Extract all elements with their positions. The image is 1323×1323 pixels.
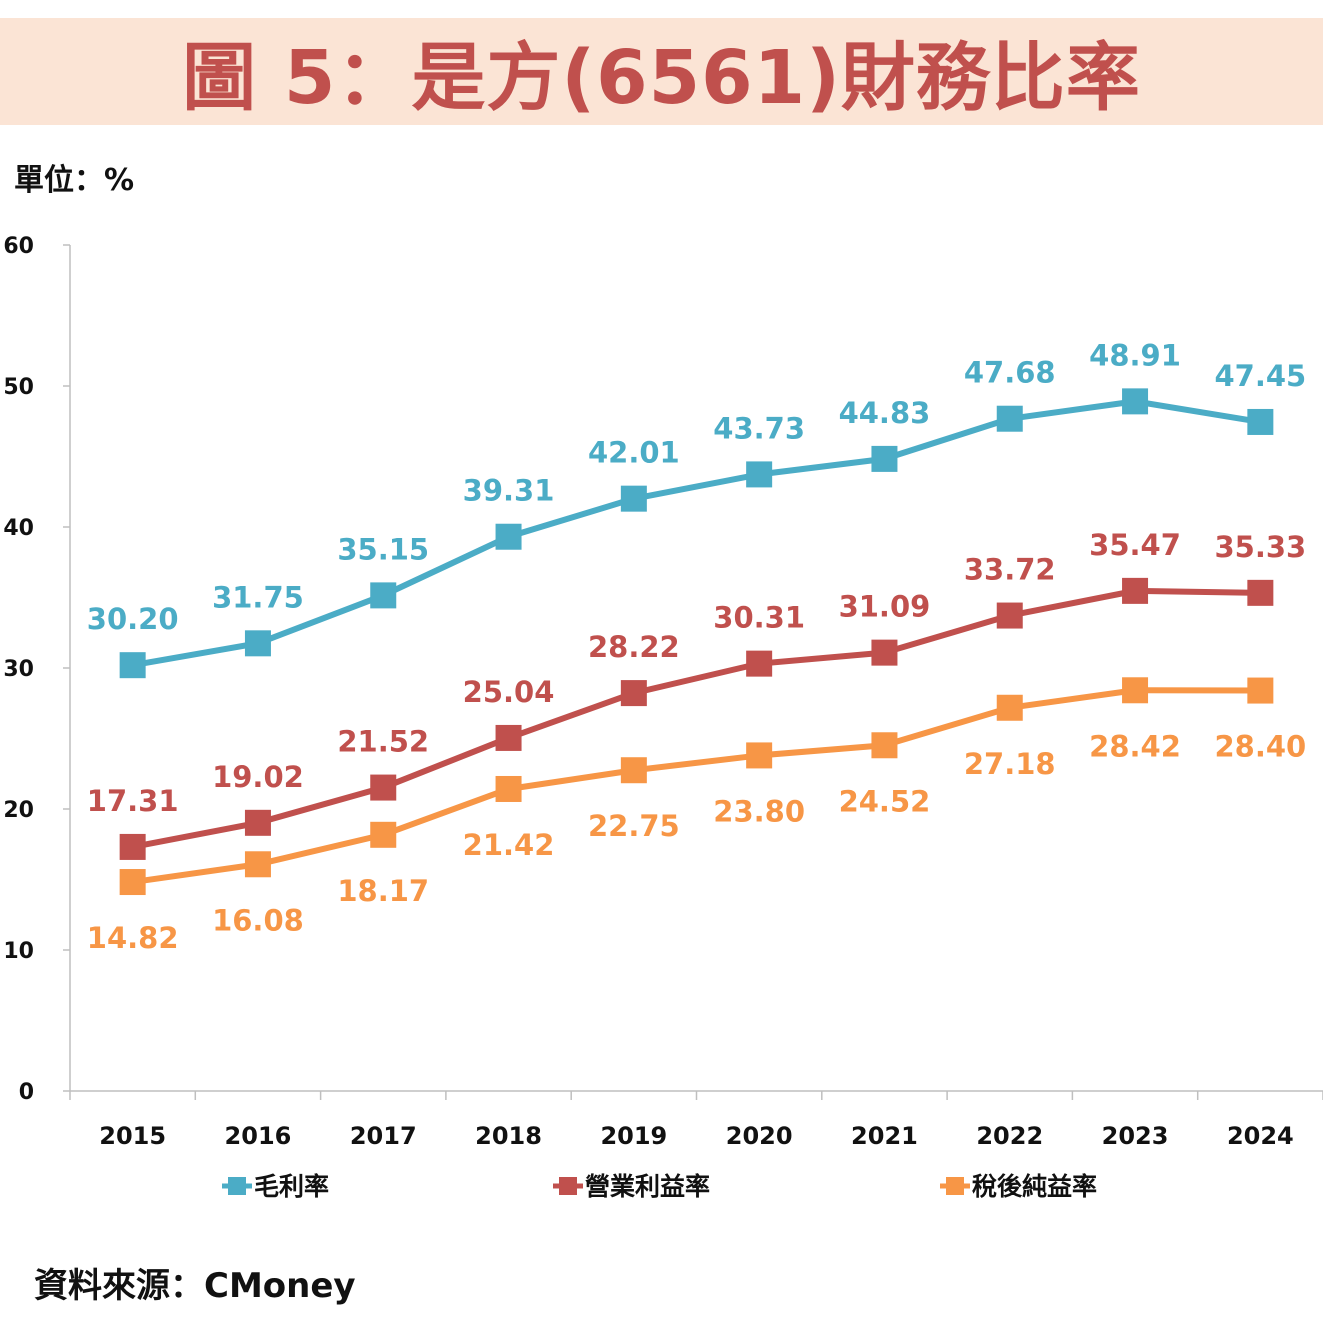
- data-label: 35.15: [337, 532, 429, 566]
- y-tick-label: 40: [3, 516, 34, 541]
- x-tick-label: 2018: [475, 1122, 542, 1150]
- data-point: [1122, 388, 1149, 415]
- data-label: 23.80: [713, 794, 805, 828]
- source-note: 資料來源：CMoney: [34, 1266, 356, 1306]
- y-tick-label: 50: [3, 375, 34, 400]
- data-point: [871, 732, 898, 759]
- data-point: [495, 775, 522, 802]
- data-point: [746, 742, 773, 769]
- series-line-0: [132, 398, 1261, 669]
- data-label: 22.75: [588, 809, 680, 843]
- data-point: [119, 833, 146, 860]
- data-label: 47.45: [1214, 359, 1306, 393]
- data-label: 43.73: [713, 411, 805, 445]
- data-point: [996, 405, 1023, 432]
- data-label: 31.09: [839, 590, 931, 624]
- chart-title: 圖 5：是方(6561)財務比率: [182, 35, 1141, 121]
- data-label: 28.40: [1214, 730, 1306, 764]
- data-point: [370, 582, 397, 609]
- y-tick-label: 0: [19, 1080, 34, 1105]
- data-label: 31.75: [212, 580, 304, 614]
- data-label: 28.42: [1089, 729, 1181, 763]
- y-tick-label: 20: [3, 798, 34, 823]
- data-point: [1247, 677, 1274, 704]
- x-tick-label: 2021: [851, 1122, 918, 1150]
- series-line-2: [132, 687, 1261, 886]
- data-label: 30.20: [87, 602, 179, 636]
- data-label: 21.42: [463, 828, 555, 862]
- data-point: [1122, 677, 1149, 704]
- data-label: 18.17: [337, 874, 429, 908]
- data-point: [495, 724, 522, 751]
- data-point: [495, 523, 522, 550]
- data-label: 39.31: [463, 474, 555, 508]
- title-banner: 圖 5：是方(6561)財務比率: [0, 18, 1323, 125]
- data-point: [370, 774, 397, 801]
- data-point: [370, 821, 397, 848]
- x-tick-label: 2020: [726, 1122, 793, 1150]
- y-tick-label: 60: [3, 234, 34, 259]
- x-tick-label: 2024: [1227, 1122, 1294, 1150]
- data-label: 17.31: [87, 784, 179, 818]
- data-point: [1122, 577, 1149, 604]
- x-tick-label: 2016: [225, 1122, 292, 1150]
- data-point: [244, 851, 271, 878]
- data-point: [871, 639, 898, 666]
- data-label: 30.31: [713, 601, 805, 635]
- series-line-1: [132, 587, 1261, 850]
- data-point: [119, 869, 146, 896]
- data-point: [996, 602, 1023, 629]
- legend-label: 毛利率: [254, 1172, 329, 1201]
- data-point: [1247, 579, 1274, 606]
- data-point: [871, 445, 898, 472]
- legend-marker: [228, 1177, 246, 1195]
- data-label: 44.83: [839, 396, 931, 430]
- x-tick-label: 2023: [1102, 1122, 1169, 1150]
- y-tick-label: 10: [3, 939, 34, 964]
- x-tick-label: 2019: [600, 1122, 667, 1150]
- data-label: 21.52: [337, 725, 429, 759]
- data-point: [1247, 408, 1274, 435]
- data-point: [244, 630, 271, 657]
- data-point: [996, 694, 1023, 721]
- data-label: 42.01: [588, 436, 680, 470]
- data-label: 14.82: [87, 921, 179, 955]
- data-point: [620, 485, 647, 512]
- data-label: 28.22: [588, 630, 680, 664]
- data-point: [620, 757, 647, 784]
- x-tick-label: 2017: [350, 1122, 417, 1150]
- data-label: 24.52: [839, 784, 931, 818]
- data-point: [620, 680, 647, 707]
- legend-label: 營業利益率: [585, 1172, 710, 1201]
- data-point: [746, 650, 773, 677]
- data-label: 35.33: [1214, 530, 1306, 564]
- x-tick-label: 2015: [99, 1122, 166, 1150]
- data-label: 47.68: [964, 356, 1056, 390]
- legend-marker: [559, 1177, 577, 1195]
- data-point: [746, 461, 773, 488]
- y-tick-label: 30: [3, 657, 34, 682]
- data-label: 48.91: [1089, 338, 1181, 372]
- data-point: [244, 809, 271, 836]
- data-label: 27.18: [964, 747, 1056, 781]
- data-label: 19.02: [212, 760, 304, 794]
- data-label: 16.08: [212, 903, 304, 937]
- data-label: 35.47: [1089, 528, 1181, 562]
- legend-marker: [946, 1177, 964, 1195]
- unit-label: 單位：%: [14, 163, 135, 198]
- x-tick-label: 2022: [976, 1122, 1043, 1150]
- data-label: 25.04: [463, 675, 555, 709]
- data-label: 33.72: [964, 553, 1056, 587]
- legend-label: 稅後純益率: [972, 1172, 1097, 1201]
- data-point: [119, 652, 146, 679]
